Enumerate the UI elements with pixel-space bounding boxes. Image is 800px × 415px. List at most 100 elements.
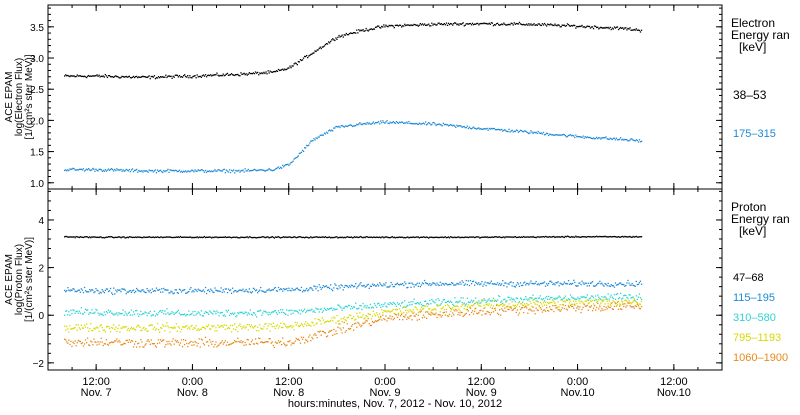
data-point <box>115 313 117 315</box>
data-point <box>113 341 115 343</box>
data-point <box>73 236 75 238</box>
data-point <box>159 342 161 344</box>
data-point <box>388 310 390 312</box>
data-point <box>141 289 143 291</box>
data-point <box>487 311 489 313</box>
data-point <box>429 236 431 238</box>
data-point <box>559 304 561 306</box>
x-tick-label-time: 12:00 <box>660 376 688 388</box>
data-point <box>361 316 363 318</box>
data-point <box>212 74 214 76</box>
data-point <box>196 312 198 315</box>
data-point <box>475 307 477 309</box>
data-point <box>356 308 358 310</box>
data-point <box>358 316 360 319</box>
data-point <box>335 236 337 238</box>
data-point <box>576 236 578 238</box>
data-point <box>598 282 600 284</box>
data-point <box>381 236 383 238</box>
data-point <box>355 318 357 320</box>
data-point <box>621 139 623 141</box>
data-point <box>457 306 459 308</box>
data-point <box>462 315 464 318</box>
data-point <box>334 39 336 42</box>
data-point <box>433 313 435 315</box>
data-point <box>178 169 181 171</box>
data-point <box>117 314 119 316</box>
data-point <box>487 299 489 301</box>
data-point <box>626 296 628 298</box>
data-point <box>68 339 70 341</box>
data-point <box>408 301 410 303</box>
data-point <box>527 132 529 134</box>
data-point <box>518 312 521 314</box>
data-point <box>442 236 444 239</box>
data-point <box>593 305 596 307</box>
data-point <box>517 23 520 25</box>
data-point <box>522 24 524 26</box>
data-point <box>469 236 472 238</box>
data-point <box>190 325 192 328</box>
data-point <box>404 316 406 318</box>
data-point <box>210 288 212 290</box>
data-point <box>223 324 225 326</box>
data-point <box>366 320 368 322</box>
data-point <box>441 236 443 238</box>
data-point <box>330 284 332 286</box>
data-point <box>487 129 489 131</box>
data-point <box>290 236 292 239</box>
data-point <box>413 315 415 317</box>
data-point <box>615 305 618 307</box>
data-point <box>243 325 245 327</box>
data-point <box>405 237 407 239</box>
data-point <box>608 300 610 302</box>
data-point <box>200 328 202 330</box>
data-point <box>535 24 537 26</box>
data-point <box>178 75 181 77</box>
data-point <box>236 291 238 293</box>
data-point <box>80 324 82 326</box>
data-point <box>457 302 459 304</box>
data-point <box>73 288 75 290</box>
data-point <box>471 127 474 129</box>
data-point <box>469 127 472 130</box>
data-point <box>269 169 271 171</box>
data-point <box>478 312 480 314</box>
data-point <box>69 168 71 170</box>
data-point <box>559 296 561 298</box>
data-point <box>566 299 569 301</box>
data-point <box>176 330 178 332</box>
data-point <box>322 285 324 287</box>
data-point <box>533 298 535 301</box>
data-point <box>490 280 492 282</box>
legend-title-proton: Proton <box>731 200 766 214</box>
data-point <box>189 288 191 290</box>
data-point <box>589 137 592 139</box>
data-point <box>253 236 256 239</box>
data-point <box>204 336 207 338</box>
data-point <box>200 236 202 238</box>
data-point <box>562 133 564 136</box>
data-point <box>310 53 312 56</box>
data-point <box>555 236 557 238</box>
data-point <box>411 303 413 306</box>
data-point <box>256 316 258 318</box>
data-point <box>613 301 616 303</box>
data-point <box>211 312 213 314</box>
data-point <box>540 303 542 305</box>
data-point <box>256 72 258 74</box>
data-point <box>636 303 638 305</box>
data-point <box>296 322 298 324</box>
data-point <box>398 284 401 286</box>
data-point <box>232 312 234 314</box>
data-point <box>82 327 85 329</box>
data-point <box>552 24 554 26</box>
data-point <box>189 236 191 238</box>
data-point <box>169 292 171 294</box>
data-point <box>104 74 106 76</box>
data-point <box>274 71 277 73</box>
data-point <box>396 316 399 318</box>
data-point <box>564 282 566 285</box>
data-point <box>571 135 573 137</box>
data-point <box>402 307 404 309</box>
